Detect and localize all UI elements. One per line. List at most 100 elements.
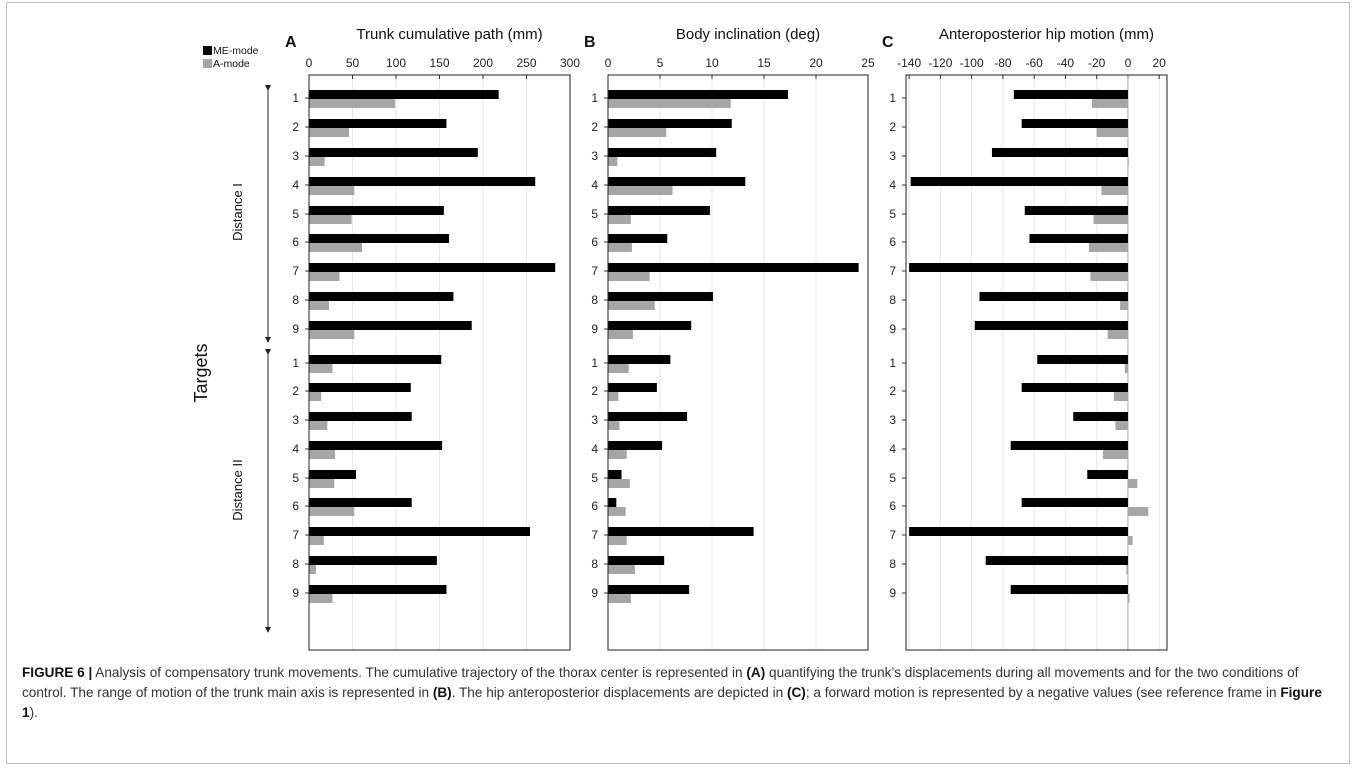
figure-caption: FIGURE 6 | Analysis of compensatory trun… [22,663,1337,723]
bar-me-mode-2-9 [608,585,690,594]
bar-me-mode-1-2 [309,119,447,128]
bar-me-mode-1-7 [909,263,1128,272]
target-label: 6 [889,235,896,249]
bar-me-mode-1-4 [309,177,536,186]
bar-a-mode-1-1 [309,99,396,108]
bar-me-mode-1-2 [1021,119,1128,128]
bar-me-mode-2-3 [309,412,412,421]
target-label: 2 [591,384,598,398]
bar-a-mode-1-7 [309,272,340,281]
panel-title: Body inclination (deg) [676,26,820,43]
target-label: 4 [591,178,598,192]
bar-a-mode-1-5 [608,215,631,224]
tick-label: -20 [1088,56,1106,70]
target-label: 9 [889,586,896,600]
target-label: 3 [591,413,598,427]
target-label: 4 [292,178,299,192]
bar-me-mode-2-6 [309,498,412,507]
bar-me-mode-2-4 [608,441,663,450]
bar-a-mode-1-9 [1107,330,1128,339]
caption-ref-b[interactable]: (B) [432,685,452,700]
tick-label: 150 [429,56,449,70]
target-label: 1 [889,91,896,105]
panel-letter: C [882,34,894,51]
bar-a-mode-2-5 [608,479,630,488]
caption-ref-c[interactable]: (C) [786,685,806,700]
panel-letter: B [584,34,596,51]
bar-a-mode-2-8 [1126,565,1128,574]
bar-a-mode-2-3 [309,421,328,430]
bar-a-mode-2-7 [1127,536,1133,545]
legend-swatch [203,46,212,55]
target-label: 4 [889,442,896,456]
bar-a-mode-2-8 [608,565,636,574]
bar-a-mode-1-9 [608,330,633,339]
target-label: 7 [591,264,598,278]
target-label: 5 [591,471,598,485]
target-label: 3 [292,149,299,163]
bar-a-mode-2-2 [309,392,322,401]
bar-a-mode-2-6 [1127,507,1149,516]
caption-text-3: . The hip anteroposterior displacements … [451,685,787,700]
bar-me-mode-2-8 [608,556,665,565]
target-label: 3 [591,149,598,163]
target-label: 1 [292,91,299,105]
target-label: 2 [889,384,896,398]
bar-a-mode-1-7 [1090,272,1128,281]
target-label: 6 [591,499,598,513]
tick-label: 5 [657,56,664,70]
caption-ref-figure-1[interactable]: Figure 1 [22,685,1322,720]
panel-c: -140 -120 -100 -80 -60 -40 -20 0 20 1 2 3 4 5 6 7 8 9 1 2 3 4… [882,26,1168,651]
bar-a-mode-2-8 [309,565,316,574]
bar-a-mode-2-1 [309,364,333,373]
bar-a-mode-1-7 [608,272,650,281]
target-label: 3 [292,413,299,427]
bar-me-mode-2-9 [309,585,447,594]
bar-me-mode-1-5 [309,206,444,215]
tick-label: 200 [473,56,493,70]
caption-text-5: ). [29,705,38,720]
target-label: 3 [889,413,896,427]
target-label: 6 [292,499,299,513]
bar-me-mode-1-8 [309,292,454,301]
target-label: 8 [292,293,299,307]
bar-a-mode-1-8 [1120,301,1128,310]
bar-a-mode-2-2 [608,392,619,401]
bar-a-mode-2-7 [309,536,324,545]
bar-me-mode-1-9 [608,321,692,330]
tick-label: 250 [516,56,536,70]
axes-box [308,74,571,651]
bar-a-mode-2-4 [1102,450,1128,459]
bar-me-mode-1-1 [608,90,788,99]
target-label: 5 [292,207,299,221]
tick-label: -60 [1025,56,1043,70]
axes-box [905,74,1168,651]
bar-me-mode-2-5 [608,470,622,479]
target-label: 6 [292,235,299,249]
caption-text-2: quantifying the trunk’s displacements du… [22,665,1299,700]
target-label: 5 [889,207,896,221]
bar-a-mode-2-3 [608,421,620,430]
distance-label-1: Distance I [230,183,245,241]
bar-me-mode-2-2 [608,383,657,392]
bar-me-mode-1-8 [608,292,714,301]
distance-label-2: Distance II [230,459,245,520]
tick-label: -40 [1057,56,1075,70]
target-label: 8 [292,557,299,571]
bar-me-mode-2-9 [1010,585,1128,594]
caption-ref-a[interactable]: (A) [746,665,766,680]
caption-text-1: Analysis of compensatory trunk movements… [92,665,747,680]
bar-a-mode-2-6 [608,507,626,516]
target-label: 5 [889,471,896,485]
bar-a-mode-2-6 [309,507,355,516]
bar-me-mode-2-7 [309,527,530,536]
bar-me-mode-1-8 [979,292,1128,301]
bar-me-mode-2-5 [1087,470,1128,479]
bar-me-mode-1-6 [1029,234,1128,243]
target-label: 8 [591,293,598,307]
target-label: 2 [889,120,896,134]
bar-me-mode-2-2 [309,383,411,392]
bar-me-mode-2-3 [1073,412,1128,421]
bar-a-mode-1-6 [1088,243,1128,252]
